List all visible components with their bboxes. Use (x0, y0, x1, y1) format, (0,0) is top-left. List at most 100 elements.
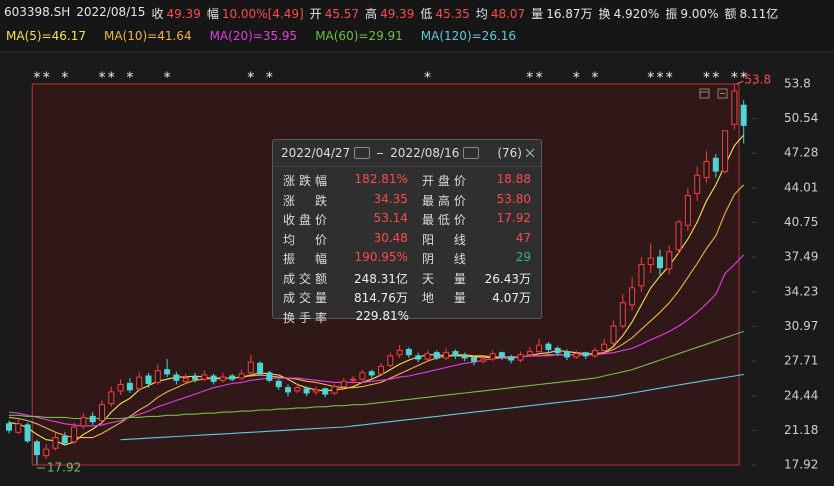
stat-label: 阳 线 (421, 232, 466, 247)
popup-row: 成交量 814.76万地 量 4.07万 (283, 288, 531, 308)
candle-body (498, 352, 505, 358)
date-stepper[interactable] (463, 147, 480, 159)
stat-value: 34.35 (373, 191, 408, 206)
candle-body (378, 365, 384, 375)
stat: 阳 线 47 (422, 231, 531, 248)
y-tick-label: 40.75 (784, 215, 818, 229)
candle-body (601, 343, 608, 352)
candle-body (173, 374, 180, 381)
stat: 收盘价 53.14 (283, 211, 408, 228)
range-count: (76) (497, 146, 522, 160)
candle-body (285, 387, 291, 393)
chart-icons (699, 88, 728, 99)
candle-body (275, 380, 282, 388)
stat-value: 190.95% (354, 250, 408, 265)
quote-label: 额 (724, 7, 737, 21)
event-marker: * (108, 70, 115, 86)
popup-row: 涨跌幅 182.81% 开盘价 18.88 (283, 171, 531, 191)
candle-body (638, 264, 645, 287)
event-marker: * (424, 70, 431, 86)
candle-body (164, 369, 171, 375)
candle-body (61, 436, 68, 444)
y-tick-label: 30.97 (784, 319, 818, 333)
stat: 最高价 53.80 (422, 192, 531, 209)
event-marker: * (43, 70, 50, 86)
candle-body (591, 350, 598, 357)
candle-body (182, 377, 189, 382)
min-label: 17.92 (47, 461, 81, 475)
event-marker: * (164, 70, 171, 86)
candle-body (33, 441, 40, 456)
event-marker: * (61, 70, 68, 86)
candle-body (350, 378, 357, 381)
quote-value: 48.07 (490, 7, 526, 21)
stat-label: 涨 跌 (283, 193, 327, 208)
stat-value: 182.81% (354, 172, 408, 187)
candle-body (6, 423, 12, 431)
candle-body (657, 256, 663, 269)
quote-label: 低 (420, 7, 433, 21)
event-marker: * (740, 70, 747, 86)
candle-body (694, 174, 701, 194)
candle-body (582, 352, 589, 357)
y-tick-label: 34.23 (784, 284, 818, 298)
candle-body (433, 352, 440, 359)
close-button[interactable] (525, 148, 535, 158)
legend-entry: MA(60)=29.91 (315, 29, 403, 43)
candle-body (89, 415, 96, 423)
y-tick-label: 44.01 (784, 180, 818, 194)
icon[interactable] (717, 88, 728, 99)
quote-value: 16.87万 (546, 7, 593, 21)
date-stepper[interactable] (354, 147, 371, 159)
y-tick-label: 24.44 (784, 388, 818, 402)
quote-item: 收 49.39 (151, 5, 200, 22)
legend-entry: MA(5)=46.17 (6, 29, 86, 43)
quote-label: 高 (365, 7, 378, 21)
y-tick-label: 17.92 (784, 458, 818, 472)
quote-item: 额 8.11亿 (724, 5, 778, 22)
stat-value: 29 (515, 250, 531, 265)
stat-value: 30.48 (373, 230, 408, 245)
legend: MA(5)=46.17 MA(10)=41.64 MA(20)=35.95 MA(60… (6, 29, 516, 43)
stat: 开盘价 18.88 (422, 172, 531, 189)
stat: 振 幅 190.95% (283, 250, 408, 267)
stock-code: 603398.SH (4, 5, 71, 19)
candle-body (24, 424, 31, 442)
y-tick-label: 37.49 (784, 250, 818, 264)
stat-value: 4.07万 (492, 291, 531, 306)
candle-body (294, 387, 301, 392)
stat-label: 最低价 (421, 213, 466, 228)
candle-body (712, 157, 719, 172)
stat: 阴 线 29 (422, 250, 531, 267)
candle-body (201, 374, 208, 380)
candle-body (238, 373, 245, 379)
icon[interactable] (699, 88, 710, 99)
popup-row: 振 幅 190.95% 阴 线 29 (283, 249, 531, 269)
event-marker: * (731, 70, 738, 86)
candle-body (247, 361, 254, 374)
quote-value: 49.39 (166, 7, 201, 21)
max-label: 53.8 (744, 73, 771, 87)
quote-value: 45.57 (324, 7, 360, 21)
stat: 成交额 248.31亿 (283, 270, 408, 287)
candle-body (703, 161, 710, 178)
candle-body (145, 375, 152, 384)
event-marker: * (266, 70, 273, 86)
quote-item: 低 45.35 (420, 5, 469, 22)
stat-value: 229.81% (355, 308, 409, 323)
candle-body (154, 370, 161, 383)
quote-item: 均 48.07 (476, 5, 525, 22)
candle-body (471, 357, 477, 362)
stat-value: 17.92 (496, 211, 531, 226)
candle-body (452, 351, 459, 357)
candle-body (480, 358, 487, 362)
candle-body (647, 257, 654, 266)
quote-label: 均 (475, 7, 488, 21)
stat-value: 814.76万 (353, 291, 408, 306)
candle-body (629, 287, 636, 306)
range-end: 2022/08/16 (390, 146, 460, 160)
candle-body (229, 375, 236, 380)
candle-body (80, 416, 87, 427)
stat: 地 量 4.07万 (422, 289, 531, 306)
stat: 均 价 30.48 (283, 231, 408, 248)
